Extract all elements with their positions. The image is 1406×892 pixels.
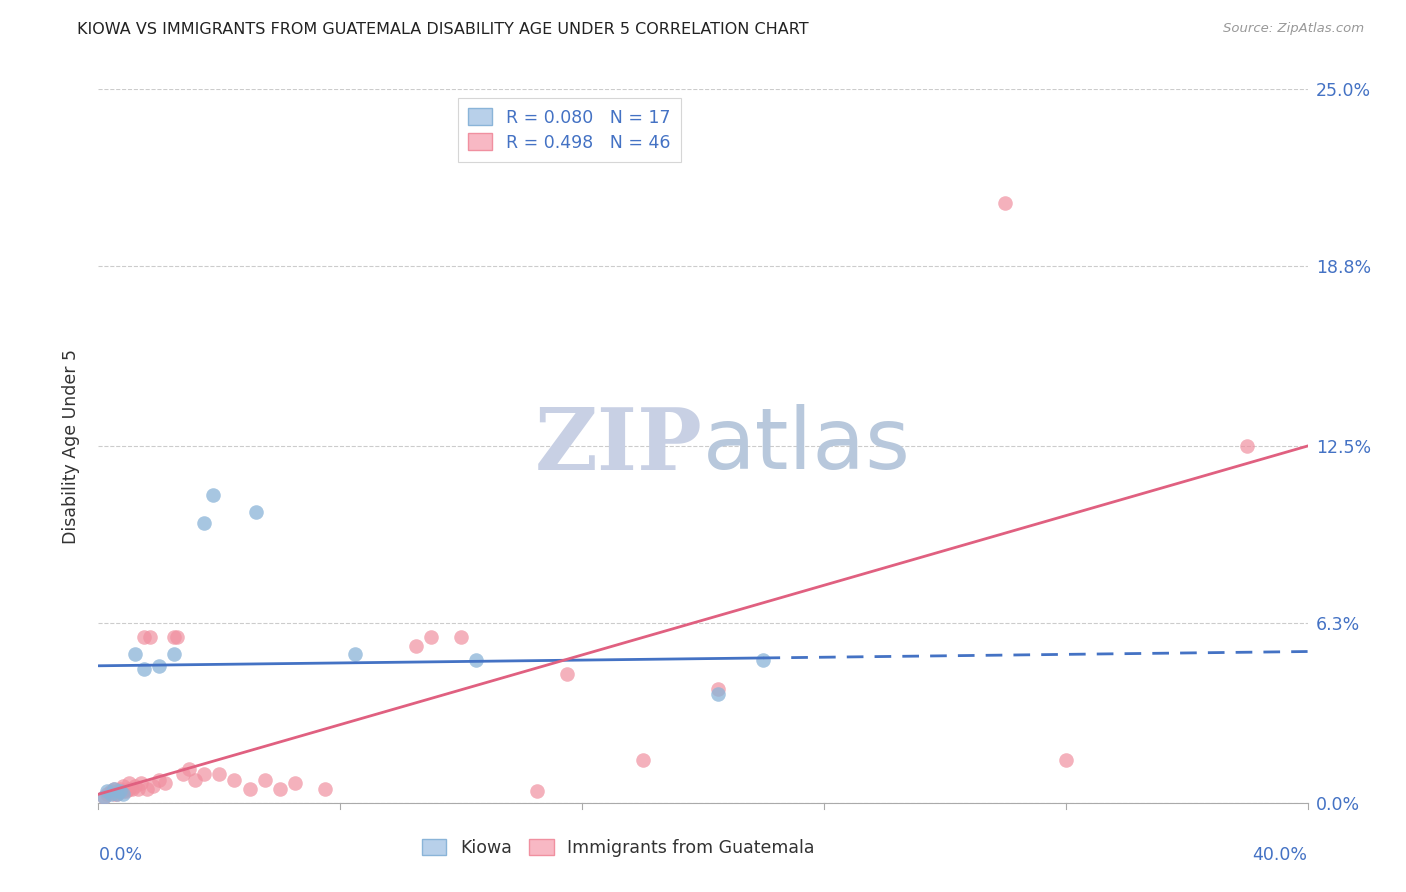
Point — [111, 787, 134, 801]
Text: Source: ZipAtlas.com: Source: ZipAtlas.com — [1223, 22, 1364, 36]
Point — [314, 781, 336, 796]
Point — [139, 630, 162, 644]
Point — [208, 767, 231, 781]
Point — [163, 648, 186, 662]
Point — [135, 781, 157, 796]
Point — [179, 762, 201, 776]
Point — [111, 779, 134, 793]
Point — [148, 658, 170, 673]
Point — [284, 776, 307, 790]
Point — [405, 639, 427, 653]
Point — [132, 630, 155, 644]
Text: atlas: atlas — [703, 404, 911, 488]
Point — [344, 648, 367, 662]
Text: ZIP: ZIP — [536, 404, 703, 488]
Point — [96, 787, 118, 801]
Point — [450, 630, 472, 644]
Point — [108, 781, 131, 796]
Point — [103, 781, 125, 796]
Point — [118, 781, 141, 796]
Point — [129, 776, 152, 790]
Y-axis label: Disability Age Under 5: Disability Age Under 5 — [62, 349, 80, 543]
Point — [253, 772, 276, 787]
Point — [118, 776, 141, 790]
Point — [105, 787, 128, 801]
Point — [752, 653, 775, 667]
Point — [994, 196, 1017, 211]
Point — [269, 781, 291, 796]
Point — [108, 784, 131, 798]
Point — [96, 784, 118, 798]
Point — [111, 784, 134, 798]
Point — [124, 779, 146, 793]
Point — [100, 787, 122, 801]
Point — [132, 662, 155, 676]
Point — [526, 784, 548, 798]
Point — [148, 772, 170, 787]
Point — [239, 781, 262, 796]
Point — [707, 681, 730, 696]
Point — [631, 753, 654, 767]
Point — [420, 630, 443, 644]
Point — [103, 787, 125, 801]
Point — [193, 767, 215, 781]
Point — [245, 505, 267, 519]
Point — [1236, 439, 1258, 453]
Point — [172, 767, 194, 781]
Point — [184, 772, 207, 787]
Point — [224, 772, 246, 787]
Point — [153, 776, 176, 790]
Point — [114, 784, 136, 798]
Point — [103, 781, 125, 796]
Point — [555, 667, 578, 681]
Legend: Kiowa, Immigrants from Guatemala: Kiowa, Immigrants from Guatemala — [413, 830, 824, 865]
Text: KIOWA VS IMMIGRANTS FROM GUATEMALA DISABILITY AGE UNDER 5 CORRELATION CHART: KIOWA VS IMMIGRANTS FROM GUATEMALA DISAB… — [77, 22, 808, 37]
Point — [100, 784, 122, 798]
Point — [93, 790, 115, 805]
Point — [142, 779, 165, 793]
Text: 40.0%: 40.0% — [1253, 846, 1308, 863]
Point — [127, 781, 149, 796]
Point — [465, 653, 488, 667]
Point — [105, 787, 128, 801]
Point — [93, 790, 115, 805]
Point — [707, 687, 730, 701]
Point — [166, 630, 188, 644]
Point — [108, 784, 131, 798]
Point — [202, 487, 225, 501]
Point — [1054, 753, 1077, 767]
Point — [121, 781, 143, 796]
Point — [193, 516, 215, 530]
Text: 0.0%: 0.0% — [98, 846, 142, 863]
Point — [124, 648, 146, 662]
Point — [163, 630, 186, 644]
